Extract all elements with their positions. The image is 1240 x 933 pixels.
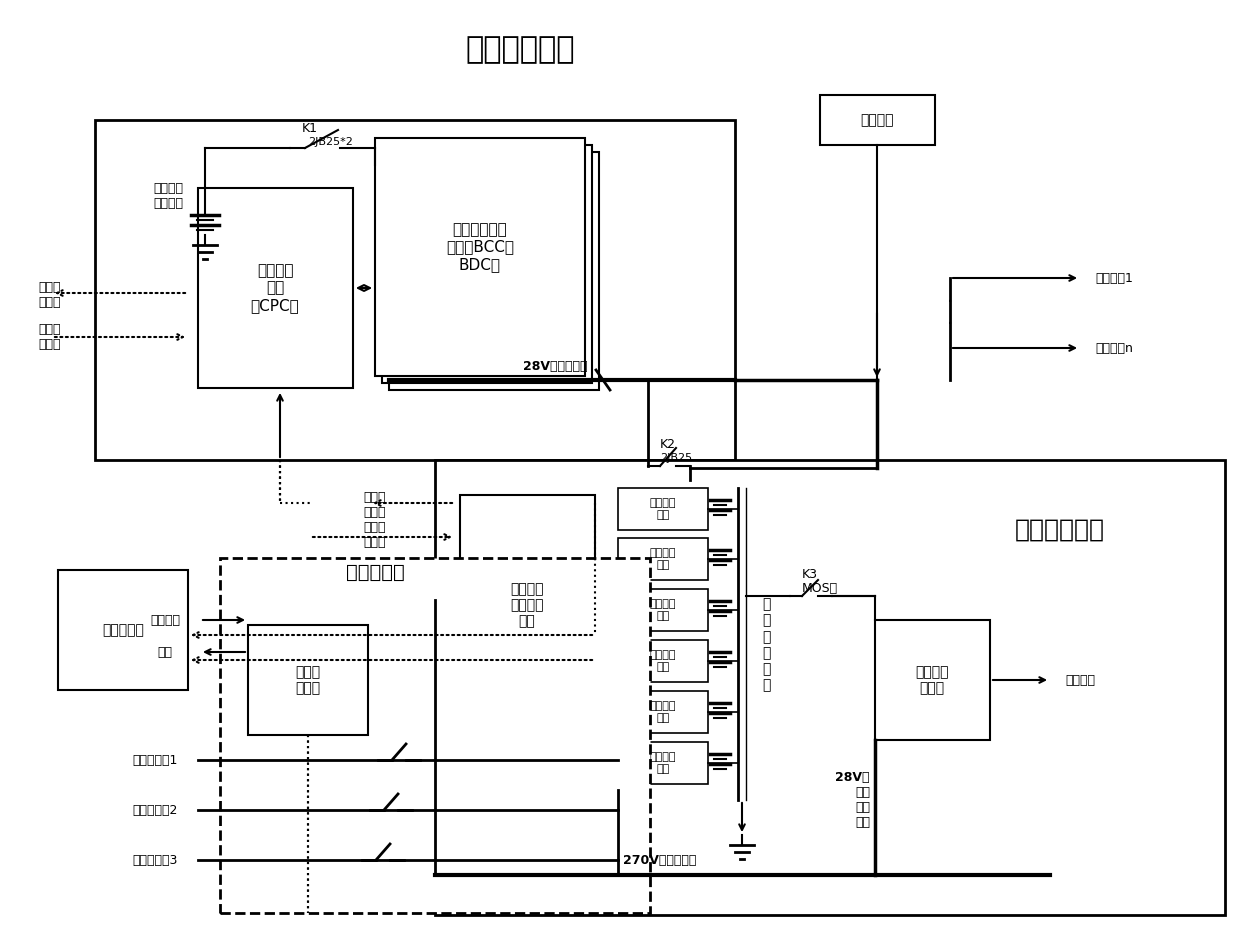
- Text: 高压充电
模块: 高压充电 模块: [650, 498, 676, 520]
- Text: 中心控制
模块
（CPC）: 中心控制 模块 （CPC）: [250, 263, 299, 313]
- Bar: [875, 620, 990, 740]
- Bar: [618, 691, 708, 733]
- Text: 高压配电器: 高压配电器: [346, 563, 404, 581]
- Text: 高压充电
模块: 高压充电 模块: [650, 650, 676, 672]
- Text: 大功率负载2: 大功率负载2: [133, 803, 177, 816]
- Text: 高压充电
模块: 高压充电 模块: [650, 752, 676, 773]
- Text: 驱动控
制电路: 驱动控 制电路: [295, 665, 321, 695]
- Text: 有线遥
控指令: 有线遥 控指令: [363, 521, 386, 549]
- Text: 2JB25*2: 2JB25*2: [308, 137, 353, 147]
- Bar: [618, 538, 708, 580]
- Bar: [198, 188, 353, 388]
- Bar: [618, 742, 708, 784]
- Bar: [389, 152, 599, 390]
- Text: 28V全
调节
动力
母线: 28V全 调节 动力 母线: [836, 771, 870, 829]
- Bar: [820, 95, 935, 145]
- Text: 大功率负载3: 大功率负载3: [133, 854, 177, 867]
- Text: 高
压
蓄
电
池
组: 高 压 蓄 电 池 组: [761, 597, 770, 692]
- Bar: [58, 570, 188, 690]
- Text: 能源管理设备: 能源管理设备: [465, 35, 575, 64]
- Text: 通讯收发机: 通讯收发机: [102, 623, 144, 637]
- Bar: [248, 625, 368, 735]
- Text: 功率变换设备: 功率变换设备: [1016, 518, 1105, 542]
- Text: 高压充电
模块: 高压充电 模块: [650, 702, 676, 723]
- Bar: [382, 145, 591, 383]
- Text: 2JB25: 2JB25: [660, 453, 692, 463]
- Text: 遥测: 遥测: [157, 646, 172, 659]
- Text: 高压电池
通讯采集
模块: 高压电池 通讯采集 模块: [510, 582, 544, 628]
- Bar: [618, 640, 708, 682]
- Text: 遥控指令: 遥控指令: [150, 614, 180, 626]
- Text: ·
·: · ·: [947, 293, 954, 333]
- Bar: [618, 589, 708, 631]
- Bar: [374, 138, 585, 376]
- Text: 运载平台
蓄电池组: 运载平台 蓄电池组: [153, 182, 184, 210]
- Text: 有线遥
测指令: 有线遥 测指令: [38, 281, 61, 309]
- Text: 270V不调节母线: 270V不调节母线: [624, 855, 697, 868]
- Text: 平台负载n: 平台负载n: [1095, 341, 1133, 355]
- Text: 高压充电
模块: 高压充电 模块: [650, 549, 676, 570]
- Text: K2: K2: [660, 438, 676, 451]
- Text: 平台负载1: 平台负载1: [1095, 272, 1133, 285]
- Text: 有线遥
测指令: 有线遥 测指令: [363, 491, 386, 519]
- Text: 大功率负载1: 大功率负载1: [133, 754, 177, 767]
- Text: K3: K3: [802, 567, 818, 580]
- Text: 充放电功率变
换器（BCC、
BDC）: 充放电功率变 换器（BCC、 BDC）: [446, 222, 515, 272]
- Text: 28V全调节母线: 28V全调节母线: [523, 359, 588, 372]
- Bar: [618, 488, 708, 530]
- Bar: [460, 495, 595, 715]
- Text: 外部供电: 外部供电: [861, 113, 894, 127]
- Text: 高压充电
模块: 高压充电 模块: [650, 599, 676, 620]
- Text: K1: K1: [303, 121, 317, 134]
- Bar: [435, 460, 1225, 915]
- Text: 有线遥
控指令: 有线遥 控指令: [38, 323, 61, 351]
- Bar: [95, 120, 735, 460]
- Text: 降压功率
变换器: 降压功率 变换器: [915, 665, 949, 695]
- Bar: [219, 558, 650, 913]
- Text: 动力负载: 动力负载: [1065, 674, 1095, 687]
- Text: MOS管: MOS管: [802, 581, 838, 594]
